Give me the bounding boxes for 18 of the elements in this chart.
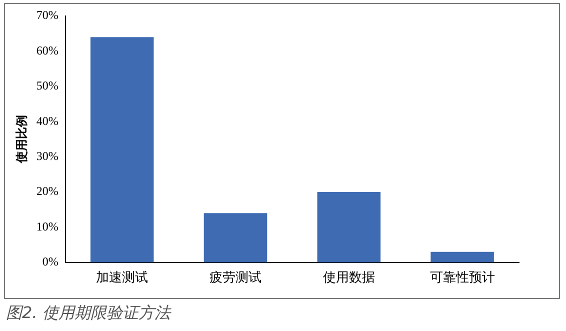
y-tick-label: 50% (36, 78, 58, 93)
x-tick-label: 加速测试 (96, 270, 148, 286)
y-tick-label: 40% (36, 114, 58, 128)
x-tick-label: 疲劳测试 (210, 270, 262, 286)
bar (204, 213, 268, 262)
bar (90, 37, 154, 262)
y-tick-label: 60% (36, 43, 58, 58)
y-tick-label: 0% (42, 254, 58, 269)
bar (430, 252, 494, 262)
y-tick-label: 10% (36, 219, 58, 234)
y-tick-label: 70% (36, 8, 58, 22)
x-tick-label: 使用数据 (322, 270, 375, 286)
y-tick-label: 30% (36, 148, 58, 163)
y-axis-title: 使用比例 (14, 115, 28, 164)
y-tick-label: 20% (36, 184, 58, 198)
bar (317, 192, 381, 262)
x-tick-label: 可靠性预计 (430, 270, 495, 286)
caption: 图2. 使用期限验证方法 (6, 303, 172, 324)
